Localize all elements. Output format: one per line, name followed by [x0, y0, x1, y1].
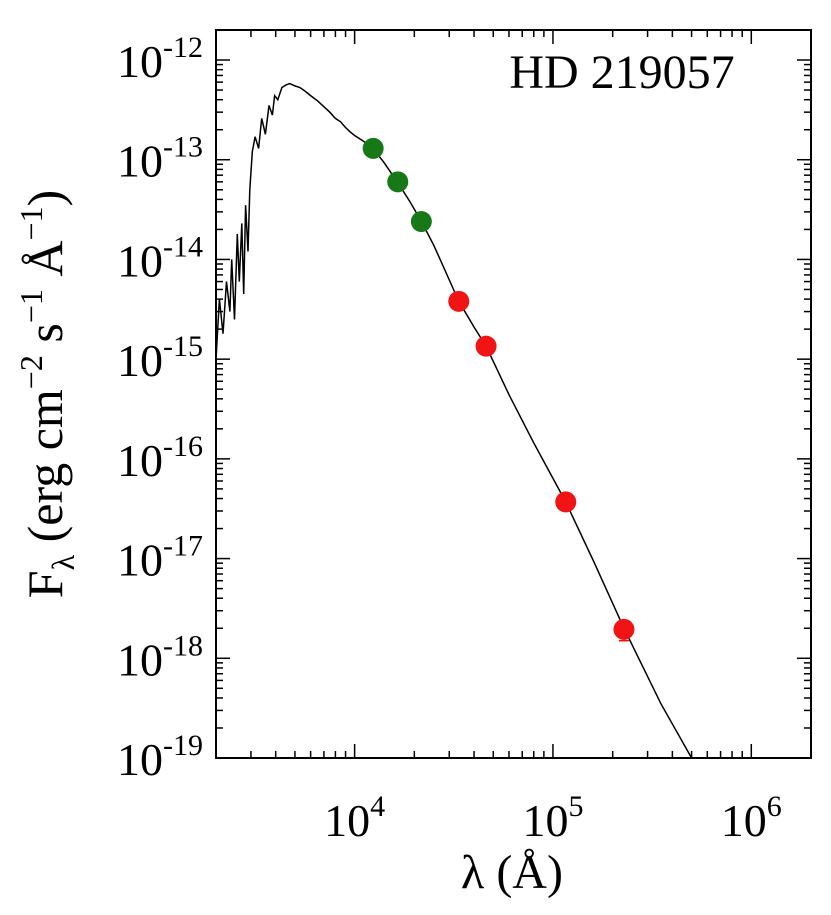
axis-ticks: [215, 29, 812, 759]
y-tick-label: 10-19: [117, 729, 203, 785]
y-tick-label: 10-15: [117, 330, 203, 386]
plot-frame: [215, 29, 812, 759]
y-tick-label: 10-13: [117, 131, 203, 187]
data-point: [475, 335, 497, 357]
y-tick-label: 10-16: [117, 430, 203, 486]
data-point: [362, 137, 384, 159]
x-tick-labels: 104 105 106: [324, 790, 782, 846]
y-tick-labels: 10-12 10-13 10-14 10-15 10-16 10-17 10-18 10-19: [117, 31, 203, 785]
y-axis-label: Fλ (erg cm−2 s−1 Å−1): [13, 190, 81, 598]
data-point: [410, 211, 432, 233]
x-tick-label: 104: [324, 790, 385, 846]
y-tick-label: 10-12: [117, 31, 203, 87]
x-axis-label: λ (Å): [461, 846, 563, 899]
x-tick-label: 105: [522, 790, 583, 846]
data-point: [448, 290, 470, 312]
y-tick-label: 10-14: [117, 230, 203, 286]
y-tick-label: 10-18: [117, 629, 203, 685]
model-spectrum-line: [216, 82, 693, 758]
x-tick-label: 106: [721, 790, 782, 846]
star-name-annotation: HD 219057: [509, 46, 734, 99]
y-tick-label: 10-17: [117, 530, 203, 586]
data-point: [387, 171, 409, 193]
data-point: [613, 618, 635, 640]
photometry-points: [362, 137, 635, 642]
data-point: [555, 491, 577, 513]
